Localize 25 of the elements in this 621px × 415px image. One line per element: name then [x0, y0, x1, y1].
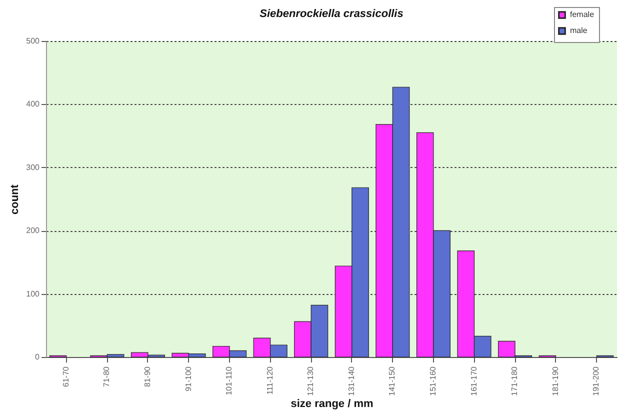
- x-tick-label: 131-140: [346, 366, 356, 396]
- x-tick-label: 191-200: [592, 366, 601, 396]
- x-tick-label: 181-190: [550, 366, 560, 396]
- chart-title: Siebenrockiella crassicollis: [260, 8, 404, 20]
- legend-label: female: [570, 10, 595, 19]
- y-tick-label: 400: [26, 100, 40, 109]
- x-tick-label: 161-170: [469, 366, 478, 396]
- x-tick-label: 91-100: [184, 366, 193, 392]
- x-tick-label: 171-180: [510, 366, 520, 396]
- x-axis-title: size range / mm: [290, 398, 374, 410]
- y-tick-label: 100: [26, 289, 40, 298]
- x-tick-label: 151-160: [428, 366, 438, 396]
- x-tick-label: 141-150: [388, 366, 397, 396]
- y-tick-label: 500: [26, 36, 40, 46]
- x-tick-label: 71-80: [102, 366, 112, 387]
- x-tick-label: 101-110: [224, 366, 234, 396]
- x-tick-label: 61-70: [61, 366, 70, 387]
- x-tick-label: 121-130: [306, 366, 316, 396]
- legend-label: male: [570, 26, 588, 35]
- x-tick-label: 81-90: [142, 366, 152, 387]
- y-tick-label: 0: [35, 352, 40, 362]
- y-axis-title: count: [9, 184, 22, 214]
- y-tick-label: 200: [26, 226, 40, 236]
- y-tick-label: 300: [26, 162, 40, 172]
- x-tick-label: 111-120: [265, 366, 274, 395]
